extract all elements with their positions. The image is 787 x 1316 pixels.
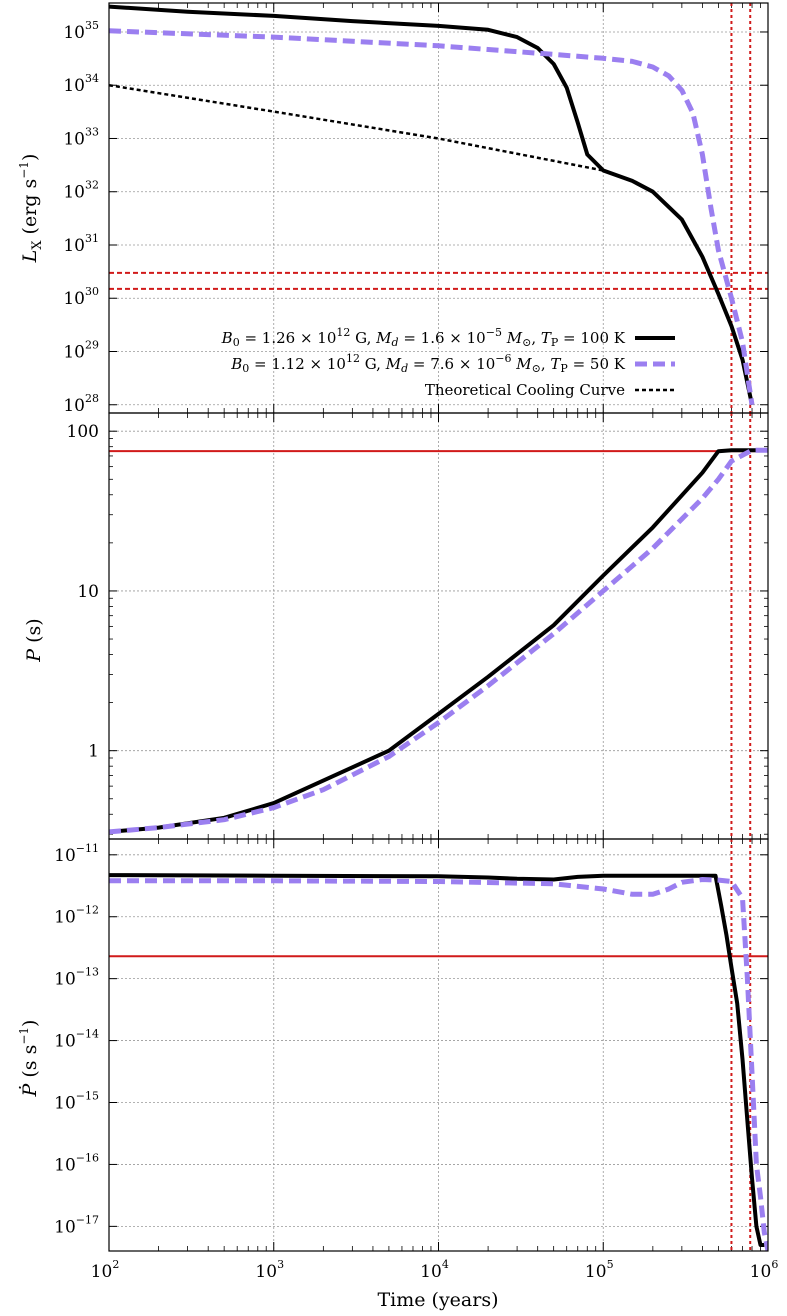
series-line-3 (109, 83, 604, 172)
y-tick-label: 10−16 (54, 1151, 99, 1175)
minor-ticks-period (108, 413, 769, 839)
y-tick-labels-pdot: 10−11 10−12 10−13 10−14 10−15 10−16 10−17 (54, 842, 99, 1238)
y-tick-label: 1033 (63, 125, 99, 149)
legend: B0 = 1.26 × 1012 G, Md = 1.6 × 10−5 M⊙, … (221, 326, 675, 399)
y-axis-label-pdot: Ṗ (s s−1) (17, 1020, 41, 1098)
y-tick-label: 1028 (63, 392, 99, 416)
x-tick-label: 106 (750, 1258, 779, 1282)
y-tick-labels-period: 100 10 1 (67, 422, 99, 761)
grid-period (109, 413, 768, 839)
series-lines-lx (109, 4, 755, 406)
y-tick-label: 1030 (63, 285, 99, 309)
panel-period: 100 10 1 P (s) (23, 412, 769, 840)
x-tick-label: 103 (255, 1258, 284, 1282)
series-lines-pdot (109, 873, 768, 1251)
series-line-1 (109, 873, 765, 1247)
x-tick-label: 105 (585, 1258, 614, 1282)
reference-lines-lx (109, 3, 768, 413)
y-tick-label: 10 (77, 582, 99, 602)
reference-lines-period (109, 413, 768, 839)
series-line-2 (109, 447, 768, 835)
y-tick-label: 1029 (63, 338, 99, 362)
y-tick-label: 10−13 (54, 966, 99, 990)
legend-label-series-2: B0 = 1.12 × 1012 G, Md = 7.6 × 10−6 M⊙, … (230, 352, 626, 375)
y-axis-label-lx: LX (erg s−1) (17, 154, 45, 264)
plot-frame-pdot (108, 838, 769, 1252)
panel-lx: 1035 1034 1033 1032 1031 1030 1029 1028 LX (erg… (17, 2, 769, 416)
y-tick-labels-lx: 1035 1034 1033 1032 1031 1030 1029 1028 (63, 19, 99, 416)
x-tick-label: 102 (91, 1258, 120, 1282)
x-tick-label: 104 (420, 1258, 449, 1282)
grid-pdot (109, 839, 768, 1251)
series-line-1 (109, 448, 768, 834)
y-tick-label: 10−14 (54, 1028, 99, 1052)
panel-pdot: 10−11 10−12 10−13 10−14 10−15 10−16 10−17 Ṗ (s… (17, 838, 769, 1252)
y-tick-label: 1 (88, 742, 99, 762)
y-tick-label: 10−12 (54, 904, 99, 928)
y-tick-label: 1032 (63, 179, 99, 203)
x-tick-labels: 102 103 104 105 106 (91, 1258, 779, 1282)
series-clip-group (109, 447, 768, 835)
series-line-2 (109, 28, 755, 406)
x-axis-label: Time (years) (377, 1289, 498, 1311)
series-lines-period (109, 447, 768, 835)
grid-lx (109, 3, 768, 413)
y-tick-label: 10−15 (54, 1090, 99, 1114)
series-clip-group (109, 873, 768, 1251)
series-line-1 (109, 4, 754, 406)
y-tick-label: 1034 (63, 72, 99, 96)
series-line-2 (109, 877, 768, 1251)
y-tick-label: 10−17 (54, 1213, 99, 1237)
legend-label-series-1: B0 = 1.26 × 1012 G, Md = 1.6 × 10−5 M⊙, … (221, 326, 626, 349)
y-tick-label: 100 (67, 422, 99, 442)
y-tick-label: 10−11 (54, 842, 99, 866)
y-axis-label-period: P (s) (23, 618, 45, 662)
legend-label-series-3: Theoretical Cooling Curve (425, 381, 625, 399)
series-clip-group (109, 4, 755, 406)
y-tick-label: 1031 (63, 232, 99, 256)
y-tick-label: 1035 (63, 19, 99, 43)
